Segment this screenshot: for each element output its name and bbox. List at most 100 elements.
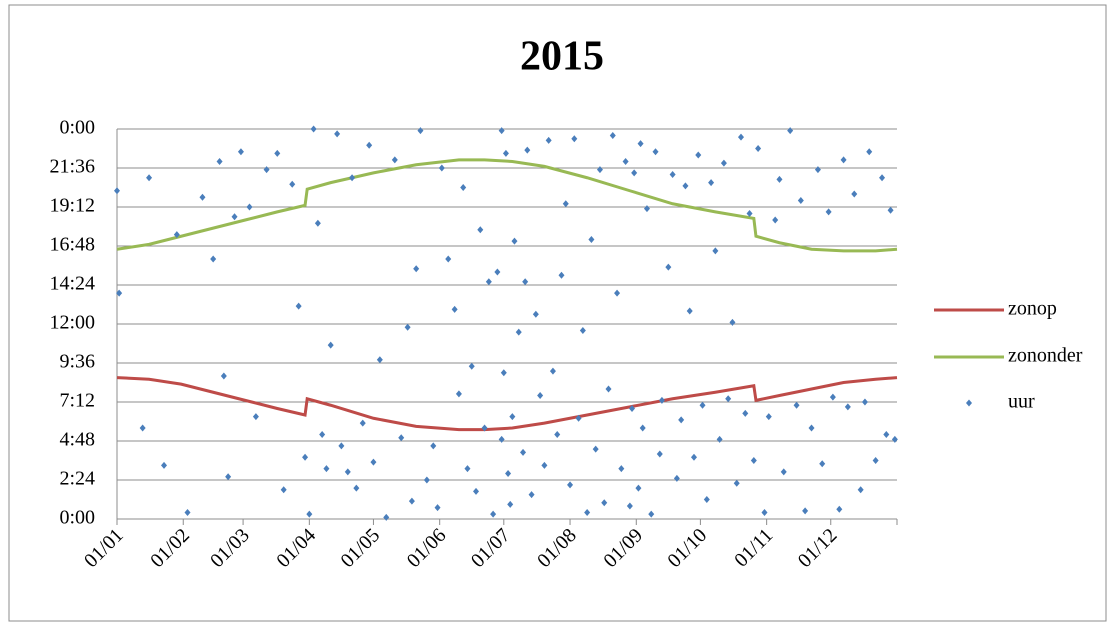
point: [310, 125, 317, 133]
point: [274, 149, 281, 157]
point: [609, 132, 616, 139]
point: [861, 398, 868, 406]
y-tick-label: 2:24: [59, 468, 95, 490]
point: [173, 231, 180, 239]
point: [669, 171, 676, 178]
point: [772, 216, 779, 224]
point: [507, 500, 514, 508]
point: [631, 169, 638, 177]
point: [579, 327, 586, 334]
point: [891, 435, 898, 443]
point: [872, 457, 879, 464]
point: [434, 504, 441, 512]
point: [404, 323, 411, 331]
point: [626, 502, 633, 510]
point: [592, 445, 599, 453]
point: [545, 136, 552, 144]
y-tick-label: 19:12: [49, 195, 95, 217]
point: [887, 206, 894, 214]
point: [225, 473, 232, 481]
y-tick-label: 7:12: [59, 390, 95, 412]
point: [808, 424, 815, 432]
point: [541, 461, 548, 469]
legend-swatch: [966, 399, 972, 407]
point: [635, 484, 642, 492]
point: [643, 205, 650, 213]
point: [460, 184, 467, 191]
point: [825, 208, 832, 216]
point: [601, 499, 608, 507]
point: [295, 302, 302, 310]
point: [520, 448, 527, 456]
point: [383, 513, 390, 521]
point: [338, 442, 345, 450]
chart-frame: [8, 4, 1107, 622]
point: [528, 491, 535, 499]
point: [562, 200, 569, 208]
point: [359, 419, 366, 427]
point: [629, 405, 636, 412]
point: [656, 450, 663, 458]
y-tick-label: 21:36: [49, 156, 95, 178]
point: [263, 166, 270, 174]
point: [720, 159, 727, 167]
point: [622, 158, 629, 165]
point: [522, 278, 529, 286]
point: [584, 509, 591, 516]
point: [417, 127, 424, 135]
point: [596, 166, 603, 174]
point: [502, 149, 509, 157]
point: [742, 409, 749, 417]
point: [637, 140, 644, 148]
point: [716, 435, 723, 443]
point: [614, 289, 621, 297]
y-tick-label: 0:00: [59, 507, 95, 529]
y-tick-label: 14:24: [49, 273, 95, 295]
point: [408, 497, 415, 505]
point: [344, 468, 351, 476]
point: [840, 156, 847, 164]
point: [851, 190, 858, 198]
point: [708, 179, 715, 187]
point: [712, 247, 719, 255]
point: [733, 479, 740, 487]
point: [524, 146, 531, 154]
point: [327, 341, 334, 349]
point: [549, 367, 556, 375]
point: [725, 395, 732, 403]
point: [658, 396, 665, 404]
point: [114, 187, 120, 195]
y-tick-label: 12:00: [49, 312, 95, 334]
point: [511, 237, 518, 245]
point: [750, 457, 757, 464]
point: [494, 268, 501, 276]
point: [498, 435, 505, 443]
legend-label: uur: [1008, 391, 1035, 413]
point: [237, 148, 244, 156]
line: [116, 376, 898, 432]
point: [537, 392, 544, 399]
point: [819, 460, 826, 468]
point: [639, 424, 646, 432]
point: [430, 442, 437, 450]
point: [729, 318, 736, 326]
point: [703, 496, 710, 503]
point: [210, 255, 217, 263]
point: [686, 307, 693, 315]
point: [844, 403, 851, 411]
point: [665, 263, 672, 271]
point: [323, 465, 330, 473]
point: [398, 434, 405, 442]
point: [605, 385, 612, 393]
point: [116, 289, 123, 297]
point: [866, 148, 873, 156]
point: [319, 431, 326, 438]
point: [738, 133, 744, 141]
point: [366, 141, 373, 149]
y-tick-label: 4:48: [59, 429, 95, 451]
point: [829, 393, 836, 401]
point: [505, 470, 512, 477]
point: [695, 151, 702, 159]
point: [184, 509, 191, 516]
